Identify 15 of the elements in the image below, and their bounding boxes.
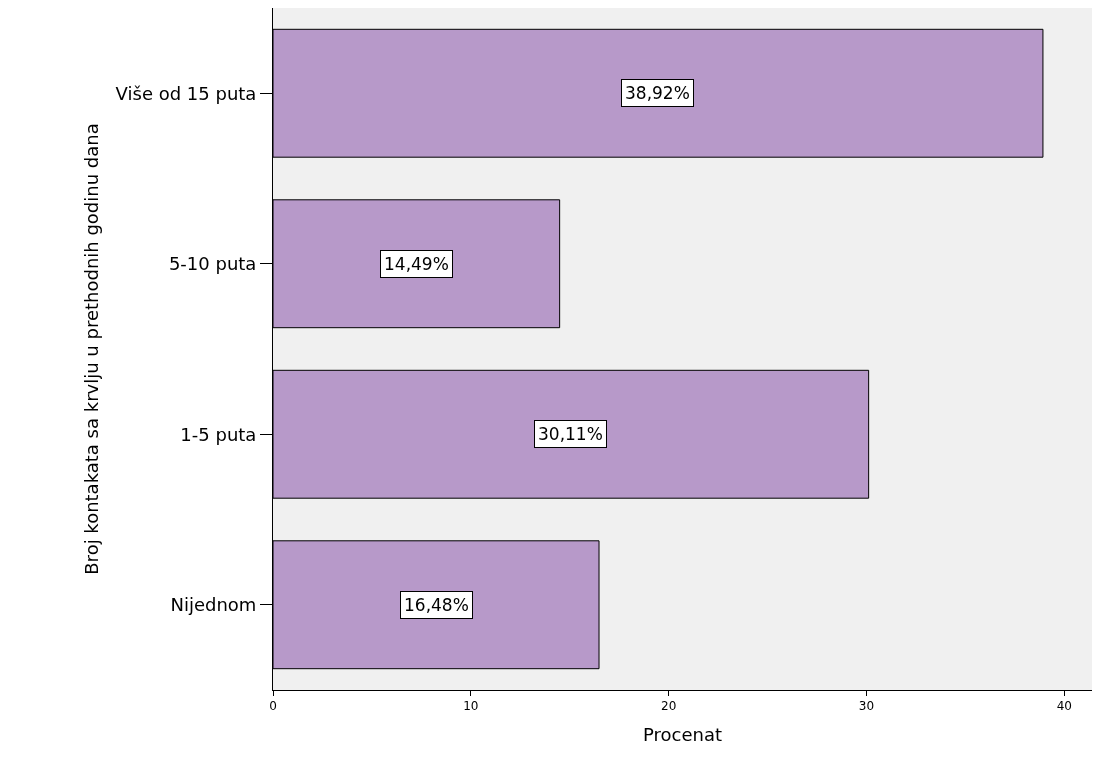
y-axis-title: Broj kontakata sa krvlju u prethodnih godinu dana xyxy=(80,123,102,575)
data-label: 14,49% xyxy=(384,254,449,274)
data-label: 16,48% xyxy=(404,595,469,615)
x-tick-label: 10 xyxy=(463,699,479,714)
x-tick-label: 0 xyxy=(269,699,277,714)
y-tick-label: Nijednom xyxy=(170,594,257,616)
x-tick-label: 30 xyxy=(858,699,875,714)
x-tick-label: 20 xyxy=(661,699,677,714)
y-tick-label: 1-5 puta xyxy=(180,423,257,445)
data-label: 38,92% xyxy=(625,83,690,103)
y-tick-label: 5-10 puta xyxy=(168,253,257,275)
x-axis-title: Procenat xyxy=(642,723,723,745)
x-tick-label: 40 xyxy=(1056,699,1072,714)
data-label: 30,11% xyxy=(538,424,603,444)
y-tick-label: Više od 15 puta xyxy=(115,82,257,104)
